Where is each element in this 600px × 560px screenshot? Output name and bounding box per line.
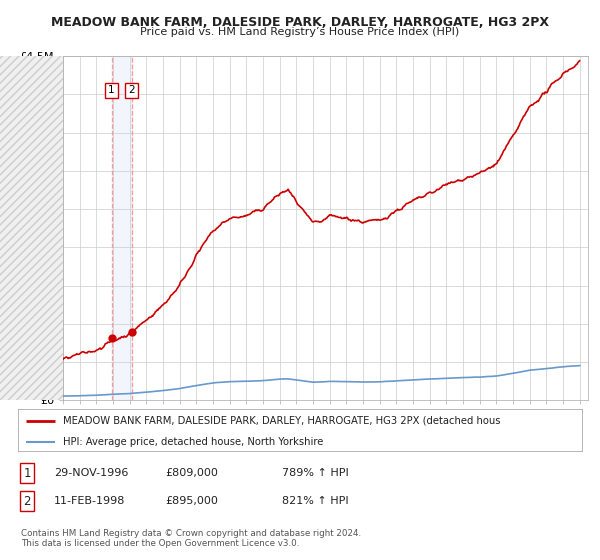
Bar xyxy=(112,56,131,400)
Text: 1: 1 xyxy=(108,86,115,95)
Text: MEADOW BANK FARM, DALESIDE PARK, DARLEY, HARROGATE, HG3 2PX: MEADOW BANK FARM, DALESIDE PARK, DARLEY,… xyxy=(51,16,549,29)
Text: 789% ↑ HPI: 789% ↑ HPI xyxy=(282,468,349,478)
Text: £809,000: £809,000 xyxy=(165,468,218,478)
Text: 11-FEB-1998: 11-FEB-1998 xyxy=(54,496,125,506)
Text: MEADOW BANK FARM, DALESIDE PARK, DARLEY, HARROGATE, HG3 2PX (detached hous: MEADOW BANK FARM, DALESIDE PARK, DARLEY,… xyxy=(63,416,500,426)
Text: 821% ↑ HPI: 821% ↑ HPI xyxy=(282,496,349,506)
Text: HPI: Average price, detached house, North Yorkshire: HPI: Average price, detached house, Nort… xyxy=(63,437,323,446)
Text: 2: 2 xyxy=(128,86,135,95)
Text: Contains HM Land Registry data © Crown copyright and database right 2024.: Contains HM Land Registry data © Crown c… xyxy=(21,529,361,538)
Text: £895,000: £895,000 xyxy=(165,496,218,506)
Text: 2: 2 xyxy=(23,494,31,508)
Text: Price paid vs. HM Land Registry’s House Price Index (HPI): Price paid vs. HM Land Registry’s House … xyxy=(140,27,460,37)
Text: 29-NOV-1996: 29-NOV-1996 xyxy=(54,468,128,478)
Text: This data is licensed under the Open Government Licence v3.0.: This data is licensed under the Open Gov… xyxy=(21,539,299,548)
Text: 1: 1 xyxy=(23,466,31,480)
